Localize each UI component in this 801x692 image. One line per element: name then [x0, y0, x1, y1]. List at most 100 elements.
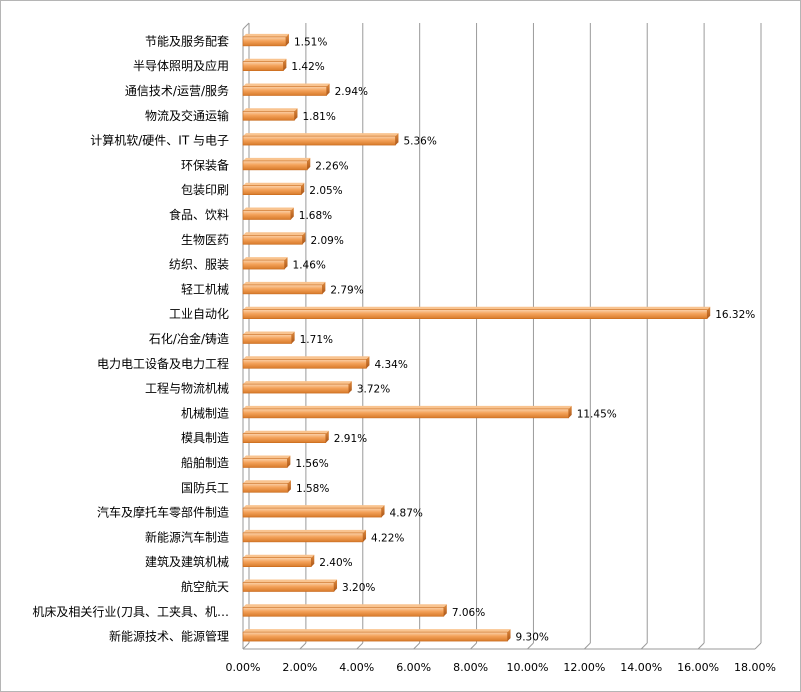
bar	[242, 482, 289, 493]
bar-end	[507, 629, 511, 642]
bar-end	[294, 108, 298, 121]
bar-end	[285, 33, 289, 46]
x-tick-label: 10.00%	[506, 661, 548, 674]
data-label: 1.42%	[291, 61, 324, 73]
data-label: 4.22%	[371, 532, 404, 544]
category-label: 石化/冶金/铸造	[149, 331, 229, 346]
data-label: 9.30%	[516, 632, 549, 644]
bar-top	[243, 133, 399, 137]
bar-end	[568, 405, 572, 418]
data-label: 1.71%	[300, 334, 333, 346]
data-label: 1.56%	[295, 458, 328, 470]
bar	[242, 408, 569, 419]
bar	[242, 36, 287, 47]
bar-top	[243, 306, 711, 310]
x-tick-label: 6.00%	[396, 661, 431, 674]
bar-end	[395, 133, 399, 146]
bar-top	[243, 207, 294, 211]
category-label: 通信技术/运营/服务	[125, 83, 229, 98]
bar-top	[243, 58, 287, 62]
category-label: 航空航天	[181, 579, 229, 594]
gridline-floor	[640, 642, 648, 650]
gridline-floor	[299, 642, 307, 650]
data-label: 16.32%	[715, 309, 755, 321]
bar-top	[243, 331, 295, 335]
bar-top	[243, 108, 298, 112]
bar-top	[243, 232, 306, 236]
data-label: 1.51%	[294, 36, 327, 48]
y-axis-corner	[242, 22, 250, 30]
category-label: 电力电工设备及电力工程	[97, 356, 229, 371]
bar	[242, 507, 382, 518]
bar-end	[366, 356, 370, 369]
bar-top	[243, 405, 572, 409]
category-label: 生物医药	[181, 233, 229, 247]
data-label: 3.72%	[357, 384, 390, 396]
category-label: 计算机软/硬件、IT 与电子	[90, 133, 229, 148]
bar	[242, 582, 335, 592]
data-label: 4.87%	[390, 508, 423, 520]
bar-end	[307, 157, 311, 170]
x-tick-label: 18.00%	[734, 661, 776, 674]
bar-end	[290, 207, 294, 220]
data-label: 2.79%	[330, 284, 363, 296]
gridline-floor	[356, 642, 364, 650]
bar-top	[243, 157, 311, 161]
bar-end	[287, 455, 291, 468]
bar-end	[707, 306, 711, 319]
x-tick-label: 8.00%	[453, 661, 488, 674]
category-label: 汽车及摩托车零部件制造	[97, 505, 229, 520]
bar	[242, 160, 308, 171]
labels: 0.00% 2.00% 4.00% 6.00% 8.00% 10.00% 12.00% 14.…	[32, 33, 776, 674]
bar	[242, 235, 303, 245]
bar-end	[302, 232, 306, 245]
gridline-floor	[583, 642, 591, 650]
bar	[242, 557, 312, 568]
bar	[242, 135, 396, 146]
gridline-floor	[413, 642, 421, 650]
data-label: 5.36%	[403, 136, 436, 148]
bar-top	[243, 33, 289, 37]
gridline-floor	[242, 642, 250, 650]
category-label: 新能源汽车制造	[145, 529, 229, 544]
bar-top	[243, 455, 291, 459]
category-label: 机械制造	[181, 405, 229, 420]
bar-top	[243, 182, 305, 186]
bar-top	[243, 257, 288, 261]
bar	[242, 111, 295, 121]
category-label: 工程与物流机械	[145, 381, 229, 396]
bar-end	[334, 579, 338, 592]
bar-end	[291, 331, 295, 344]
category-label: 新能源技术、能源管理	[109, 629, 229, 644]
bar-end	[363, 529, 367, 542]
bar	[242, 309, 708, 320]
data-label: 1.81%	[302, 111, 335, 123]
category-label: 包装印刷	[181, 183, 229, 197]
bar-end	[283, 58, 287, 71]
data-label: 1.68%	[299, 210, 332, 222]
category-label: 半导体照明及应用	[133, 58, 229, 73]
gridline-floor	[470, 642, 477, 650]
gridline-floor	[697, 642, 705, 650]
data-label: 1.46%	[293, 260, 326, 272]
bar	[242, 185, 302, 195]
bar-end	[311, 554, 315, 567]
category-label: 环保装备	[181, 158, 229, 172]
bar-end	[381, 505, 385, 518]
data-label: 2.05%	[309, 185, 342, 197]
bar-end	[301, 182, 305, 195]
bar-top	[243, 430, 329, 434]
bar-top	[243, 505, 385, 509]
gridline-floor	[754, 642, 762, 650]
bar-top	[243, 381, 352, 385]
data-label: 2.94%	[335, 86, 368, 98]
bar	[242, 631, 508, 642]
bar-top	[243, 356, 370, 360]
category-label: 国防兵工	[181, 480, 229, 495]
bar	[242, 284, 323, 295]
category-label: 节能及服务配套	[145, 33, 229, 48]
bar	[242, 86, 327, 96]
bar-end	[322, 281, 326, 294]
category-label: 食品、饮料	[169, 207, 229, 222]
data-label: 2.26%	[315, 160, 348, 172]
